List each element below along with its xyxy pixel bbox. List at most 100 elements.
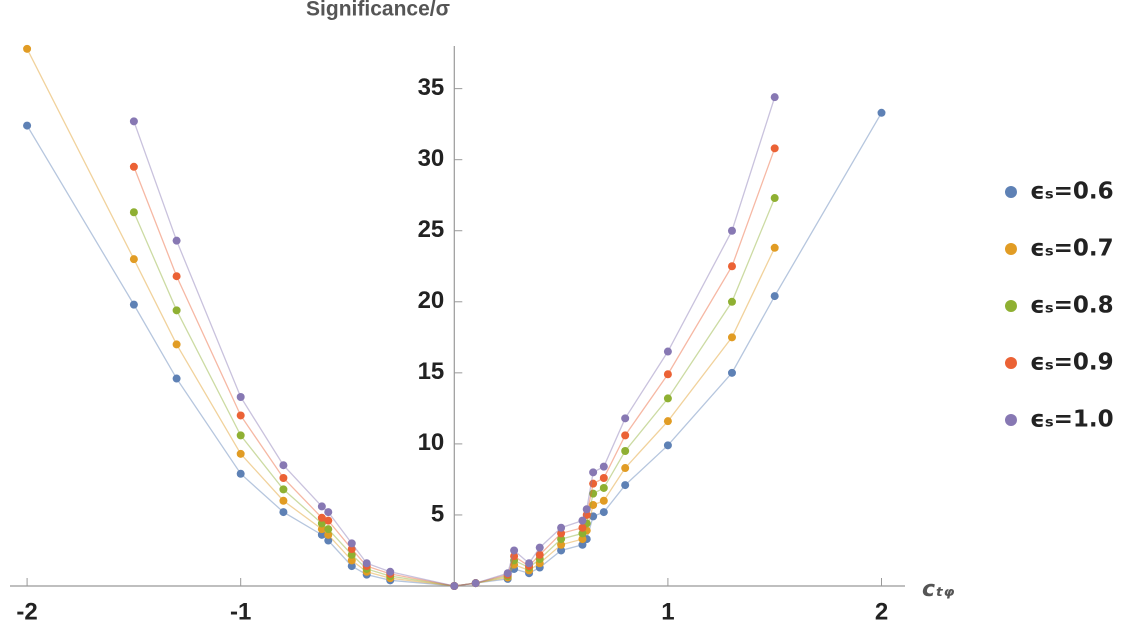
series-line (26, 48, 776, 587)
legend-marker (1005, 243, 1017, 255)
data-point (578, 540, 587, 549)
data-point (557, 523, 566, 532)
data-point (386, 567, 395, 576)
data-point (129, 162, 138, 171)
data-point (557, 535, 566, 544)
data-point (621, 481, 630, 490)
legend-marker (1005, 414, 1017, 426)
data-point (236, 469, 245, 478)
data-point (589, 479, 598, 488)
data-point (172, 374, 181, 383)
data-point (770, 243, 779, 252)
series-line (133, 96, 776, 587)
data-point (503, 569, 512, 578)
data-point (362, 559, 371, 568)
series-line (133, 197, 776, 587)
data-point (582, 505, 591, 514)
data-point (535, 550, 544, 559)
legend-label: ϵₛ=1.0 (1030, 407, 1114, 433)
data-point (877, 108, 886, 117)
data-point (324, 508, 333, 517)
y-tick-label: 5 (431, 500, 444, 527)
data-point (727, 368, 736, 377)
data-point (770, 194, 779, 203)
y-tick-label: 35 (418, 74, 445, 101)
data-point (663, 417, 672, 426)
data-point (663, 394, 672, 403)
legend-label: ϵₛ=0.9 (1030, 350, 1114, 376)
data-point (172, 306, 181, 315)
data-point (727, 333, 736, 342)
data-point (450, 582, 459, 590)
data-point (317, 530, 326, 539)
data-point (172, 236, 181, 245)
data-point (324, 530, 333, 539)
data-point (663, 370, 672, 379)
data-point (324, 516, 333, 525)
data-point (727, 262, 736, 271)
data-point (279, 508, 288, 517)
data-point (279, 496, 288, 505)
data-point (770, 144, 779, 153)
data-point (236, 411, 245, 420)
legend-marker (1005, 186, 1017, 198)
data-point (557, 529, 566, 538)
data-point (129, 300, 138, 309)
data-point (236, 449, 245, 458)
data-point (578, 523, 587, 532)
data-point (236, 431, 245, 440)
legend-label: ϵₛ=0.7 (1030, 236, 1114, 262)
legend-marker (1005, 357, 1017, 369)
data-point (557, 540, 566, 549)
data-point (510, 552, 519, 561)
data-point (347, 556, 356, 565)
data-point (279, 461, 288, 470)
data-point (471, 579, 480, 588)
data-point (621, 431, 630, 440)
data-point (129, 208, 138, 217)
data-point (23, 44, 32, 53)
legend-label: ϵₛ=0.8 (1030, 293, 1114, 319)
x-axis-label: cₜᵩ (922, 577, 955, 602)
x-tick-label: -1 (230, 598, 251, 625)
data-point (317, 525, 326, 534)
data-point (324, 536, 333, 545)
x-tick-label: 2 (875, 598, 888, 625)
data-point (317, 513, 326, 522)
data-point (172, 272, 181, 281)
data-point (663, 347, 672, 356)
data-point (727, 226, 736, 235)
data-point (279, 474, 288, 482)
data-point (347, 545, 356, 554)
data-point (535, 543, 544, 552)
data-point (510, 546, 519, 555)
data-point (236, 393, 245, 401)
data-point (727, 297, 736, 306)
data-point (525, 559, 534, 568)
data-point (589, 512, 598, 521)
data-point (589, 489, 598, 498)
series-line (133, 148, 776, 587)
data-point (770, 93, 779, 102)
y-tick-label: 10 (418, 429, 445, 456)
data-point (589, 501, 598, 509)
data-point (599, 474, 608, 482)
data-point (663, 441, 672, 450)
data-point (347, 562, 356, 571)
data-point (347, 539, 356, 548)
legend-marker (1005, 300, 1017, 312)
y-tick-label: 15 (418, 358, 445, 385)
data-point (582, 510, 591, 519)
data-point (172, 340, 181, 349)
data-point (23, 121, 32, 130)
data-point (578, 529, 587, 538)
data-point (599, 496, 608, 505)
data-point (621, 414, 630, 423)
data-point (770, 292, 779, 301)
data-point (578, 516, 587, 525)
data-point (317, 502, 326, 511)
data-point (324, 525, 333, 534)
data-point (557, 546, 566, 555)
data-point (599, 462, 608, 471)
